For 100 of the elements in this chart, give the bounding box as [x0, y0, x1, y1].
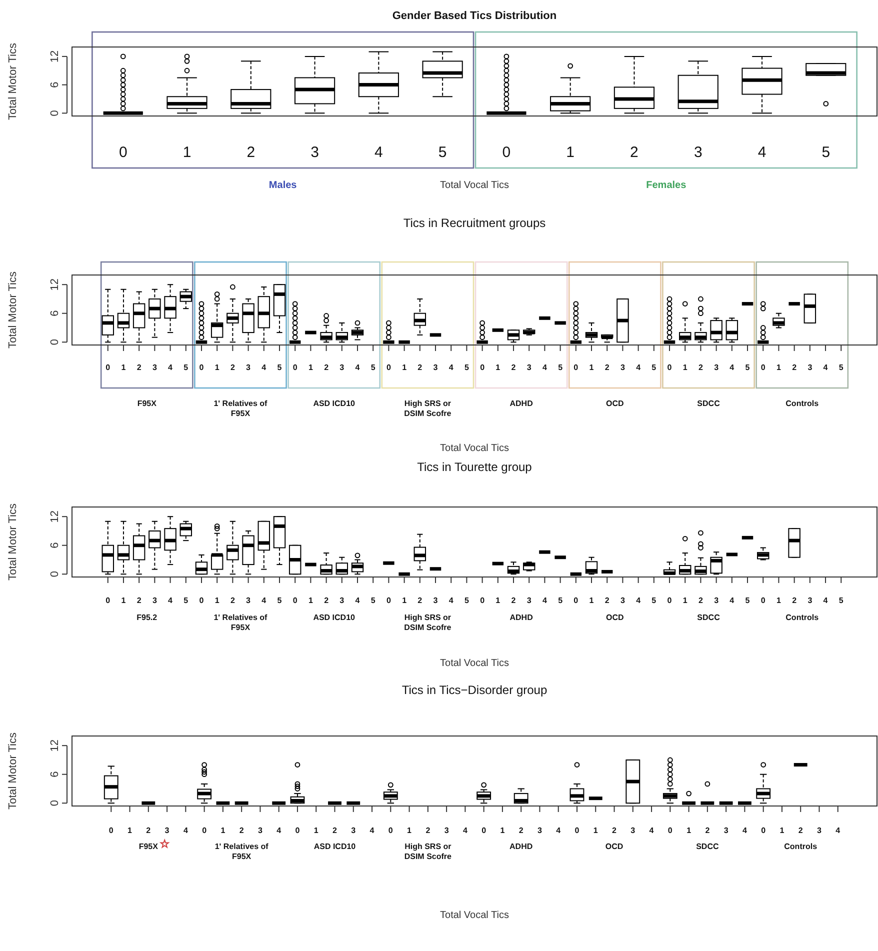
x-tick-label: 2	[518, 826, 524, 835]
text: 1' Relatives of F95X	[214, 613, 268, 632]
x-tick-label: 4	[758, 144, 766, 161]
x-tick-label: 4	[355, 363, 360, 372]
x-tick-label: 0	[199, 596, 204, 605]
x-tick-label: 1	[402, 363, 408, 372]
x-tick-label: 1	[500, 826, 506, 835]
x-tick-label: 5	[184, 363, 189, 372]
x-tick-label: 4	[262, 596, 267, 605]
x-tick-label: 2	[136, 596, 142, 605]
x-tick-label: 0	[386, 596, 392, 605]
x-tick-label: 4	[355, 596, 360, 605]
x-tick-label: 3	[351, 826, 356, 835]
x-tick-label: 1	[686, 826, 692, 835]
x-tick-label: 2	[136, 363, 142, 372]
x-tick-label: 0	[667, 363, 672, 372]
x-tick-label: 5	[838, 596, 844, 605]
text: High SRS or DSIM Scofre	[404, 613, 452, 632]
y-axis-title: Total Motor Tics	[7, 732, 19, 810]
x-tick-label: 4	[556, 826, 562, 835]
x-tick-label: 2	[511, 596, 516, 605]
text: Controls	[786, 399, 820, 408]
x-tick-label: 3	[444, 826, 450, 835]
x-tick-label: 2	[246, 144, 256, 161]
chart-title: Tics in Recruitment groups	[403, 216, 546, 230]
text: OCD	[605, 842, 624, 851]
x-tick-label: 4	[823, 596, 828, 605]
x-tick-label: 1	[402, 596, 408, 605]
x-tick-label: 0	[118, 144, 128, 161]
x-tick-label: 2	[332, 826, 338, 835]
x-tick-label: 2	[798, 826, 804, 835]
x-tick-label: 4	[836, 826, 841, 835]
x-tick-label: 3	[808, 363, 813, 372]
x-tick-label: 1	[593, 826, 598, 835]
x-tick-label: 1	[496, 363, 501, 372]
x-tick-label: 3	[433, 596, 438, 605]
y-tick-label: 6	[49, 310, 61, 316]
x-tick-label: 5	[464, 596, 470, 605]
x-tick-label: 3	[433, 363, 438, 372]
x-tick-label: 1	[407, 826, 412, 835]
x-tick-label: 5	[438, 144, 447, 161]
x-tick-label: 5	[558, 596, 564, 605]
x-tick-label: 1	[589, 596, 594, 605]
x-tick-label: 5	[370, 363, 376, 372]
text: SDCC	[697, 613, 720, 622]
text: ASD ICD10	[314, 842, 356, 851]
x-tick-label: 4	[742, 826, 748, 835]
x-tick-label: 4	[276, 826, 282, 835]
x-tick-label: 3	[152, 363, 158, 372]
x-tick-label: 1	[121, 363, 126, 372]
x-tick-label: 4	[374, 144, 383, 161]
x-tick-label: 4	[168, 596, 174, 605]
x-tick-label: 3	[620, 363, 626, 372]
x-tick-label: 3	[340, 596, 345, 605]
x-tick-label: 2	[418, 596, 423, 605]
x-tick-label: 2	[230, 596, 236, 605]
x-tick-label: 2	[418, 363, 423, 372]
x-tick-label: 0	[480, 363, 486, 372]
x-tick-label: 0	[761, 826, 766, 835]
x-tick-label: 0	[574, 596, 579, 605]
x-tick-label: 5	[370, 596, 376, 605]
x-tick-label: 4	[370, 826, 375, 835]
x-tick-label: 2	[146, 826, 152, 835]
x-tick-label: 2	[426, 826, 431, 835]
y-tick-label: 0	[49, 339, 61, 346]
y-tick-label: 12	[49, 50, 61, 63]
x-tick-label: 4	[823, 363, 828, 372]
x-tick-label: 3	[694, 144, 702, 161]
x-tick-label: 5	[464, 363, 470, 372]
x-tick-label: 1	[220, 826, 226, 835]
x-tick-label: 3	[340, 363, 345, 372]
x-axis-title: Total Vocal Tics	[440, 443, 509, 454]
x-tick-label: 1	[121, 596, 126, 605]
chart-title: Gender Based Tics Distribution	[392, 10, 557, 22]
x-tick-label: 0	[292, 363, 298, 372]
x-tick-label: 3	[258, 826, 263, 835]
x-tick-label: 5	[745, 363, 750, 372]
text: ASD ICD10	[313, 613, 356, 622]
x-tick-label: 1	[682, 596, 688, 605]
x-tick-label: 0	[108, 826, 114, 835]
x-tick-label: 1	[566, 144, 575, 161]
x-tick-label: 3	[152, 596, 158, 605]
text: SDCC	[697, 399, 720, 408]
x-tick-label: 3	[526, 363, 532, 372]
x-tick-label: 1	[776, 363, 782, 372]
x-tick-label: 2	[612, 826, 618, 835]
x-tick-label: 0	[388, 826, 394, 835]
x-tick-label: 3	[714, 363, 720, 372]
x-tick-label: 0	[295, 826, 300, 835]
y-tick-label: 6	[49, 542, 61, 548]
x-tick-label: 1	[182, 144, 192, 161]
x-tick-label: 0	[760, 596, 766, 605]
x-tick-label: 1	[308, 596, 314, 605]
y-tick-label: 6	[49, 82, 61, 88]
x-tick-label: 5	[838, 363, 844, 372]
x-tick-label: 2	[698, 596, 704, 605]
x-axis-title: Total Vocal Tics	[440, 658, 509, 669]
x-tick-label: 1	[776, 596, 782, 605]
x-axis-title: Total Vocal Tics	[440, 180, 509, 191]
x-tick-label: 2	[324, 363, 330, 372]
